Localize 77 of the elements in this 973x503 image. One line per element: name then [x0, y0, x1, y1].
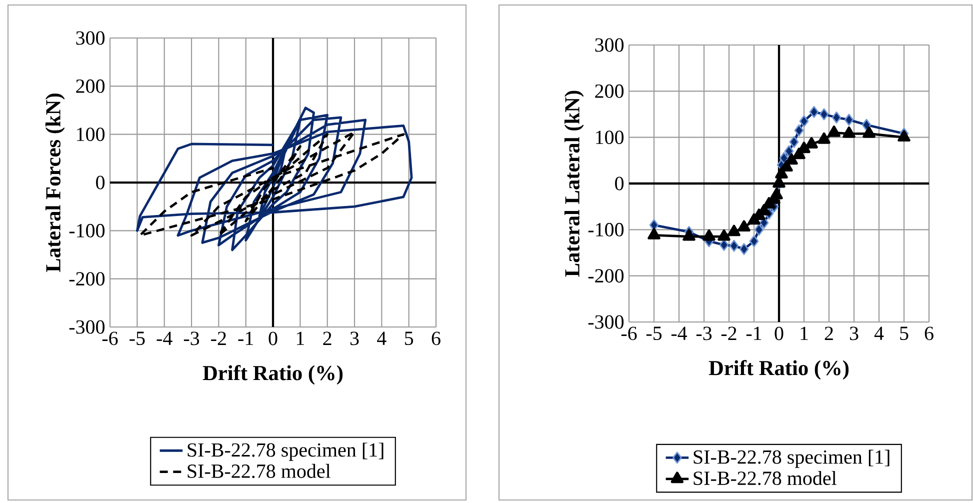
y-axis-title: Lateral Lateral (kN) [564, 90, 584, 277]
y-tick-label: -100 [69, 224, 105, 238]
point [749, 235, 759, 248]
point [805, 137, 818, 148]
x-tick-label: -1 [238, 332, 253, 345]
y-tick-label: 300 [76, 31, 105, 45]
point [770, 188, 783, 200]
x-tick-label: -5 [130, 332, 145, 345]
x-tick-label: -3 [696, 326, 712, 340]
y-tick-label: 0 [615, 176, 624, 190]
x-tick-label: 2 [323, 332, 332, 345]
point [728, 224, 740, 236]
legend-label: SI-B-22.78 specimen [1] [694, 450, 890, 468]
x-tick-label: 3 [350, 332, 359, 346]
y-tick-label: 100 [77, 128, 105, 142]
x-tick-label: 5 [405, 332, 414, 345]
point [842, 126, 856, 138]
y-tick-label: 0 [96, 176, 105, 190]
x-tick-label: -5 [646, 326, 662, 340]
point [682, 229, 696, 241]
x-tick-label: 5 [900, 326, 908, 340]
point [789, 136, 799, 148]
x-tick-label: -6 [621, 326, 637, 340]
y-tick-label: -300 [69, 320, 105, 334]
legend-label: SI-B-22.78 model [694, 470, 836, 486]
point [819, 108, 829, 120]
x-tick-label: 6 [432, 332, 440, 346]
legend-label: SI-B-22.78 model [188, 464, 330, 478]
x-tick-label: -6 [102, 332, 118, 346]
point [702, 229, 716, 241]
x-tick-label: 0 [774, 326, 784, 340]
point [729, 240, 739, 252]
x-tick-label: 4 [874, 326, 884, 340]
y-tick-label: -200 [588, 269, 624, 283]
y-tick-label: 300 [595, 38, 624, 52]
legend-label: SI-B-22.78 specimen [1] [188, 442, 384, 461]
point [862, 118, 872, 131]
y-tick-label: -300 [588, 315, 624, 329]
line-series [136, 106, 413, 252]
x-tick-label: 1 [296, 332, 304, 345]
point [799, 115, 809, 128]
x-axis-title: Drift Ratio (%) [202, 365, 343, 385]
x-tick-label: -4 [671, 326, 688, 340]
point [784, 145, 794, 158]
point [832, 111, 842, 124]
x-tick-label: -4 [156, 332, 172, 345]
point [809, 106, 819, 118]
point [754, 224, 764, 236]
y-tick-label: -200 [69, 272, 105, 286]
x-tick-label: 0 [268, 332, 278, 346]
point [648, 228, 660, 240]
point [718, 229, 730, 241]
x-axis-title: Drift Ratio (%) [708, 360, 849, 380]
point [844, 114, 854, 126]
y-tick-label: 200 [76, 79, 105, 93]
x-tick-label: -1 [746, 326, 762, 340]
point [862, 126, 876, 138]
x-tick-label: 4 [377, 332, 386, 345]
x-tick-label: 6 [924, 326, 934, 340]
x-tick-label: 3 [850, 326, 858, 340]
point [779, 152, 789, 164]
y-tick-label: 200 [595, 84, 624, 98]
x-tick-label: -3 [184, 332, 200, 346]
y-tick-label: -100 [588, 222, 624, 236]
point [898, 130, 910, 142]
y-axis-title: Lateral Forces (kN) [45, 94, 65, 272]
y-tick-label: 100 [596, 130, 624, 144]
x-tick-label: -2 [721, 326, 736, 340]
point [785, 153, 798, 165]
point [818, 132, 830, 144]
point [828, 126, 840, 137]
point [794, 124, 804, 136]
x-tick-label: 1 [800, 326, 808, 340]
point [738, 220, 750, 232]
x-tick-label: -2 [211, 332, 226, 345]
point [739, 243, 749, 256]
x-tick-label: 2 [824, 326, 833, 340]
